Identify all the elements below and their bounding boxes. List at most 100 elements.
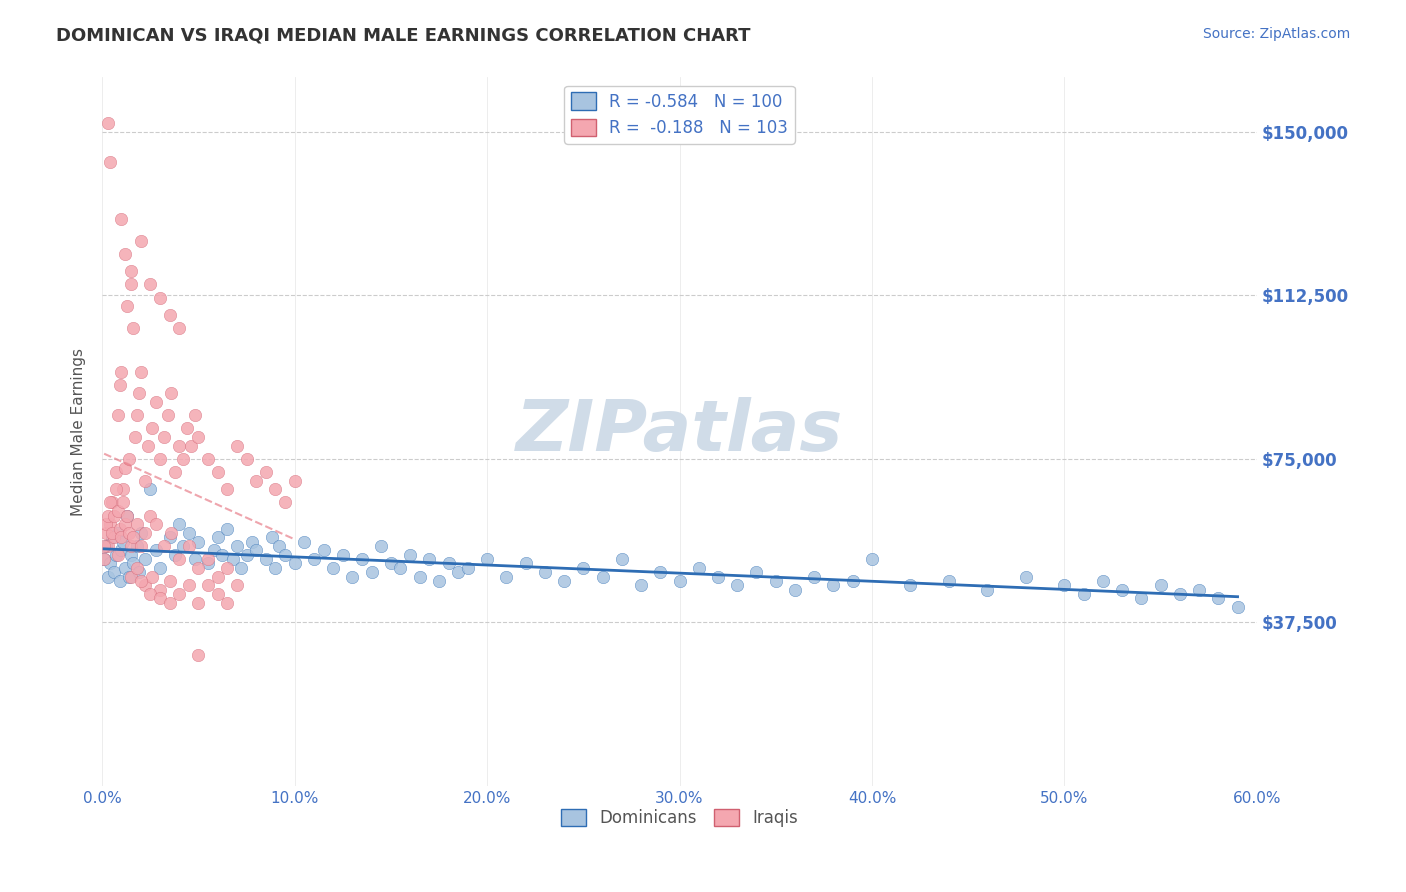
Point bbox=[187, 596, 209, 610]
Point bbox=[1130, 591, 1153, 606]
Point bbox=[110, 212, 132, 227]
Point bbox=[725, 578, 748, 592]
Point bbox=[152, 430, 174, 444]
Point bbox=[97, 539, 120, 553]
Point bbox=[128, 565, 150, 579]
Point bbox=[207, 530, 229, 544]
Point bbox=[264, 561, 287, 575]
Point bbox=[418, 552, 440, 566]
Point bbox=[207, 465, 229, 479]
Point bbox=[107, 525, 129, 540]
Point bbox=[187, 648, 209, 662]
Point bbox=[139, 277, 162, 292]
Y-axis label: Median Male Earnings: Median Male Earnings bbox=[72, 348, 86, 516]
Point bbox=[284, 474, 307, 488]
Point bbox=[226, 578, 249, 592]
Point bbox=[254, 552, 277, 566]
Point bbox=[823, 578, 845, 592]
Point bbox=[97, 569, 120, 583]
Point bbox=[274, 548, 297, 562]
Point bbox=[668, 574, 690, 588]
Point bbox=[159, 308, 181, 322]
Point bbox=[93, 552, 115, 566]
Point bbox=[160, 386, 183, 401]
Point bbox=[165, 548, 187, 562]
Point bbox=[187, 534, 209, 549]
Point bbox=[197, 578, 219, 592]
Point bbox=[342, 569, 364, 583]
Point bbox=[409, 569, 432, 583]
Point bbox=[938, 574, 960, 588]
Point bbox=[118, 525, 141, 540]
Point bbox=[139, 508, 162, 523]
Point bbox=[149, 291, 172, 305]
Point bbox=[93, 539, 115, 553]
Legend: Dominicans, Iraqis: Dominicans, Iraqis bbox=[554, 803, 804, 834]
Point bbox=[112, 534, 135, 549]
Point bbox=[159, 596, 181, 610]
Text: Source: ZipAtlas.com: Source: ZipAtlas.com bbox=[1202, 27, 1350, 41]
Point bbox=[98, 557, 121, 571]
Point bbox=[98, 517, 121, 532]
Point bbox=[94, 525, 117, 540]
Point bbox=[783, 582, 806, 597]
Point bbox=[292, 534, 315, 549]
Point bbox=[108, 574, 131, 588]
Point bbox=[515, 557, 537, 571]
Point bbox=[217, 596, 239, 610]
Point bbox=[114, 561, 136, 575]
Point bbox=[197, 552, 219, 566]
Point bbox=[264, 483, 287, 497]
Point bbox=[114, 517, 136, 532]
Point bbox=[1188, 582, 1211, 597]
Point bbox=[159, 530, 181, 544]
Point bbox=[457, 561, 479, 575]
Point bbox=[447, 565, 470, 579]
Point bbox=[745, 565, 768, 579]
Point bbox=[260, 530, 283, 544]
Point bbox=[125, 409, 148, 423]
Point bbox=[120, 277, 142, 292]
Point bbox=[145, 395, 167, 409]
Point bbox=[124, 430, 146, 444]
Point bbox=[134, 578, 156, 592]
Point bbox=[112, 483, 135, 497]
Point bbox=[134, 474, 156, 488]
Point bbox=[120, 569, 142, 583]
Point bbox=[167, 321, 190, 335]
Point bbox=[110, 365, 132, 379]
Point bbox=[1073, 587, 1095, 601]
Point bbox=[97, 508, 120, 523]
Point bbox=[572, 561, 595, 575]
Point bbox=[101, 495, 124, 509]
Point bbox=[139, 483, 162, 497]
Point bbox=[427, 574, 450, 588]
Point bbox=[114, 460, 136, 475]
Point bbox=[125, 561, 148, 575]
Point bbox=[149, 591, 172, 606]
Point bbox=[129, 574, 152, 588]
Point bbox=[274, 495, 297, 509]
Point bbox=[101, 530, 124, 544]
Point bbox=[104, 483, 127, 497]
Point bbox=[217, 483, 239, 497]
Point bbox=[688, 561, 710, 575]
Point bbox=[97, 116, 120, 130]
Point bbox=[245, 474, 267, 488]
Point bbox=[104, 548, 127, 562]
Point bbox=[118, 569, 141, 583]
Point bbox=[553, 574, 575, 588]
Point bbox=[322, 561, 344, 575]
Point bbox=[129, 539, 152, 553]
Point bbox=[332, 548, 354, 562]
Point bbox=[160, 525, 183, 540]
Point bbox=[841, 574, 863, 588]
Point bbox=[110, 543, 132, 558]
Point bbox=[110, 530, 132, 544]
Point bbox=[197, 557, 219, 571]
Point bbox=[217, 522, 239, 536]
Point bbox=[167, 587, 190, 601]
Point bbox=[129, 525, 152, 540]
Point bbox=[650, 565, 672, 579]
Point bbox=[475, 552, 498, 566]
